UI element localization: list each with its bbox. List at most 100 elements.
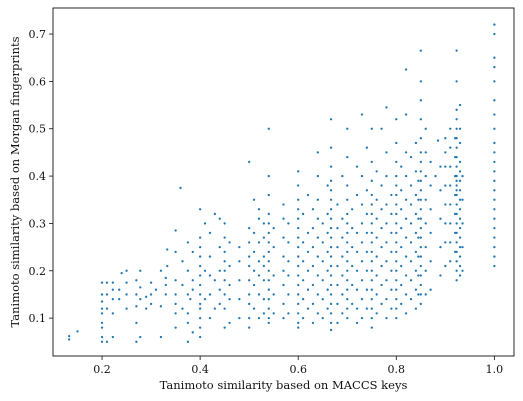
data-point	[380, 245, 383, 249]
data-point	[321, 279, 324, 282]
data-point	[360, 241, 364, 244]
data-point	[346, 241, 349, 244]
data-point	[419, 49, 422, 52]
data-point	[218, 217, 221, 220]
data-point	[414, 269, 418, 272]
data-point	[414, 212, 418, 216]
y-axis-ticks: 0.1 0.2 0.3 0.4 0.5 0.6 0.7	[29, 28, 53, 325]
data-point	[375, 217, 378, 220]
data-point	[365, 250, 369, 253]
data-point	[419, 283, 422, 287]
data-point	[329, 217, 333, 220]
data-point	[297, 184, 300, 187]
y-tick-label: 0.5	[29, 123, 47, 136]
data-point	[424, 174, 427, 178]
data-point	[419, 264, 422, 268]
data-point	[191, 250, 194, 253]
data-point	[360, 203, 364, 206]
x-axis-ticks: 0.2 0.4 0.6 0.8 1.0	[93, 356, 503, 376]
data-point	[404, 198, 408, 201]
data-point	[400, 165, 403, 168]
data-point	[493, 99, 496, 102]
data-point	[100, 293, 104, 296]
data-point	[419, 255, 422, 258]
data-point	[360, 279, 364, 282]
data-point	[458, 127, 462, 130]
data-point	[400, 264, 403, 268]
data-point	[282, 316, 285, 320]
data-point	[329, 179, 333, 182]
data-point	[208, 293, 212, 296]
data-point	[321, 316, 324, 320]
data-point	[458, 264, 462, 268]
data-point	[365, 231, 369, 235]
data-point	[424, 222, 427, 225]
data-point	[409, 184, 413, 187]
data-point	[218, 288, 221, 291]
data-point	[164, 283, 167, 287]
data-point	[267, 279, 270, 282]
data-point	[297, 293, 300, 296]
data-point	[351, 208, 354, 211]
data-point	[257, 316, 261, 320]
data-point	[267, 193, 270, 197]
data-point	[282, 255, 285, 258]
data-point	[395, 184, 398, 187]
data-point	[135, 305, 138, 308]
data-point	[404, 151, 408, 154]
data-point	[400, 189, 403, 192]
data-point	[404, 274, 408, 277]
data-point	[316, 274, 319, 277]
data-point	[228, 264, 231, 268]
data-point	[223, 260, 226, 263]
data-point	[458, 170, 462, 173]
data-point	[301, 241, 305, 244]
data-point	[111, 335, 114, 339]
data-point	[329, 146, 333, 149]
x-tick-label: 0.2	[93, 363, 111, 376]
data-point	[125, 269, 128, 272]
data-point	[306, 193, 310, 197]
data-point	[434, 174, 437, 178]
data-point	[493, 56, 496, 59]
data-point	[186, 340, 190, 343]
data-point	[385, 174, 388, 178]
data-point	[257, 274, 261, 277]
data-point	[419, 99, 422, 102]
data-point	[329, 312, 333, 315]
data-point	[267, 250, 270, 253]
data-point	[355, 193, 359, 197]
data-point	[125, 293, 128, 296]
data-point	[287, 241, 290, 244]
data-point	[321, 298, 324, 301]
data-point	[458, 103, 462, 107]
data-point	[458, 141, 462, 145]
data-point	[461, 222, 464, 225]
data-point	[329, 245, 333, 249]
data-point	[181, 260, 184, 263]
data-point	[365, 307, 369, 310]
data-point	[297, 236, 300, 239]
data-point	[417, 274, 420, 277]
data-point	[493, 179, 496, 182]
data-point	[262, 298, 266, 301]
data-point	[159, 269, 163, 272]
y-tick-label: 0.1	[29, 312, 47, 325]
data-points	[68, 23, 496, 343]
data-point	[120, 271, 123, 275]
data-point	[395, 174, 398, 178]
data-point	[395, 241, 398, 244]
data-point	[100, 335, 104, 339]
data-point	[380, 127, 383, 130]
data-point	[395, 212, 398, 216]
data-point	[181, 283, 184, 287]
data-point	[375, 170, 378, 173]
data-point	[282, 302, 285, 306]
data-point	[455, 146, 458, 149]
data-point	[267, 127, 270, 130]
data-point	[272, 274, 275, 277]
data-point	[419, 208, 422, 211]
data-point	[455, 184, 458, 187]
data-point	[395, 298, 398, 301]
data-point	[238, 298, 241, 301]
